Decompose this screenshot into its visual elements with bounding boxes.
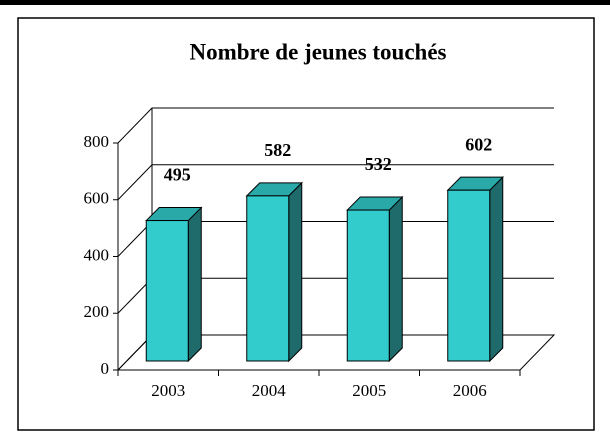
x-tick-label: 2004 — [252, 381, 287, 400]
grid-line — [117, 107, 554, 144]
bar-front — [246, 195, 290, 362]
value-label: 582 — [264, 140, 291, 160]
bar-side — [288, 181, 303, 363]
bar-side — [489, 175, 504, 363]
bar-front — [145, 220, 189, 362]
bar — [446, 175, 504, 363]
y-tick-label: 400 — [84, 245, 110, 264]
x-tick-label: 2005 — [352, 381, 386, 400]
value-label: 532 — [365, 154, 392, 174]
grid-line — [117, 164, 554, 201]
chart-title: Nombre de jeunes touchés — [189, 39, 446, 64]
top-border — [0, 0, 610, 5]
bar-front — [346, 209, 390, 362]
value-label: 602 — [465, 134, 492, 154]
y-tick-label: 800 — [84, 132, 110, 151]
bar — [145, 206, 203, 363]
x-tick-label: 2003 — [151, 381, 185, 400]
y-tick-label: 0 — [101, 359, 110, 378]
y-tick-label: 200 — [84, 302, 110, 321]
value-label: 495 — [164, 165, 191, 185]
bar — [245, 181, 303, 363]
bar-front — [447, 189, 491, 362]
x-tick-label: 2006 — [453, 381, 487, 400]
bar-side — [388, 195, 403, 363]
y-tick-label: 600 — [84, 189, 110, 208]
bar-side — [187, 206, 202, 363]
bar — [346, 195, 404, 363]
